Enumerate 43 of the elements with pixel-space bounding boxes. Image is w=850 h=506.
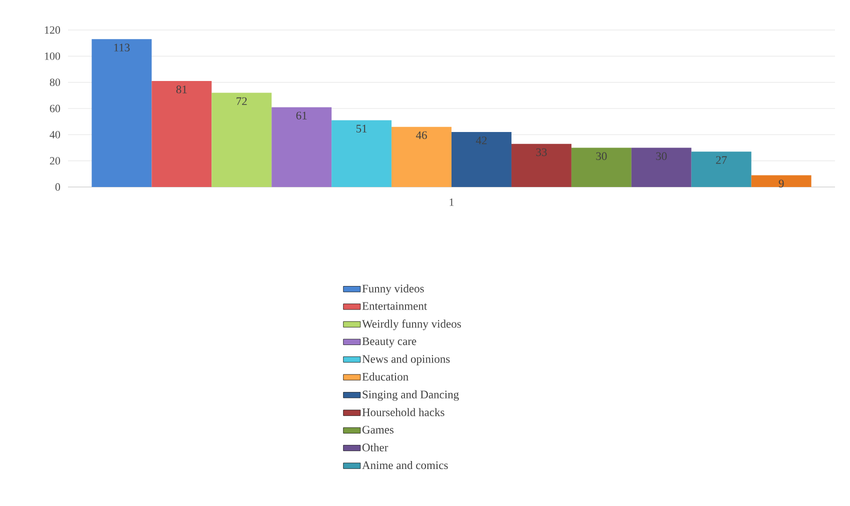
y-tick-label: 20 (50, 157, 60, 165)
data-label: 33 (536, 148, 547, 156)
data-label: 61 (296, 112, 307, 120)
legend-label: Games (362, 426, 394, 434)
data-label: 51 (356, 124, 367, 132)
y-tick-label: 40 (50, 130, 60, 138)
bar (392, 126, 452, 187)
legend-label: Other (362, 443, 388, 452)
data-label: 113 (114, 44, 130, 52)
bar (511, 144, 572, 187)
y-tick-label: 100 (44, 52, 60, 60)
legend-label: Entertainment (362, 302, 428, 310)
legend-label: Hoursehold hacks (362, 408, 444, 416)
bar (152, 81, 212, 187)
legend-label: Funny videos (362, 284, 424, 295)
bar (92, 39, 152, 187)
bar (691, 152, 752, 187)
legend-label: Beauty care (362, 337, 416, 348)
legend-label: Anime and comics (362, 461, 448, 470)
y-tick-label: 120 (44, 26, 60, 34)
data-label: 30 (656, 152, 667, 160)
data-label: 30 (596, 152, 607, 160)
legend-label: Weirdly funny videos (362, 320, 461, 330)
data-label: 81 (176, 86, 187, 94)
bar (212, 92, 272, 187)
y-tick-label: 60 (50, 104, 60, 112)
data-label: 42 (476, 136, 487, 144)
bar (631, 148, 692, 187)
bar (272, 107, 332, 187)
bar (751, 175, 812, 187)
bar (571, 148, 632, 187)
legend-label: News and opinions (362, 354, 450, 366)
data-label: 72 (236, 97, 247, 105)
y-tick-label: 80 (50, 78, 60, 86)
y-tick-label: 0 (55, 183, 60, 191)
data-label: 9 (778, 180, 784, 188)
data-label: 46 (416, 131, 427, 140)
bar (332, 120, 392, 187)
legend-label: Education (362, 372, 408, 381)
x-tick-label: 1 (450, 198, 454, 206)
legend-label: Singing and Dancing (362, 390, 459, 401)
bar (452, 132, 512, 187)
data-label: 27 (716, 156, 727, 164)
